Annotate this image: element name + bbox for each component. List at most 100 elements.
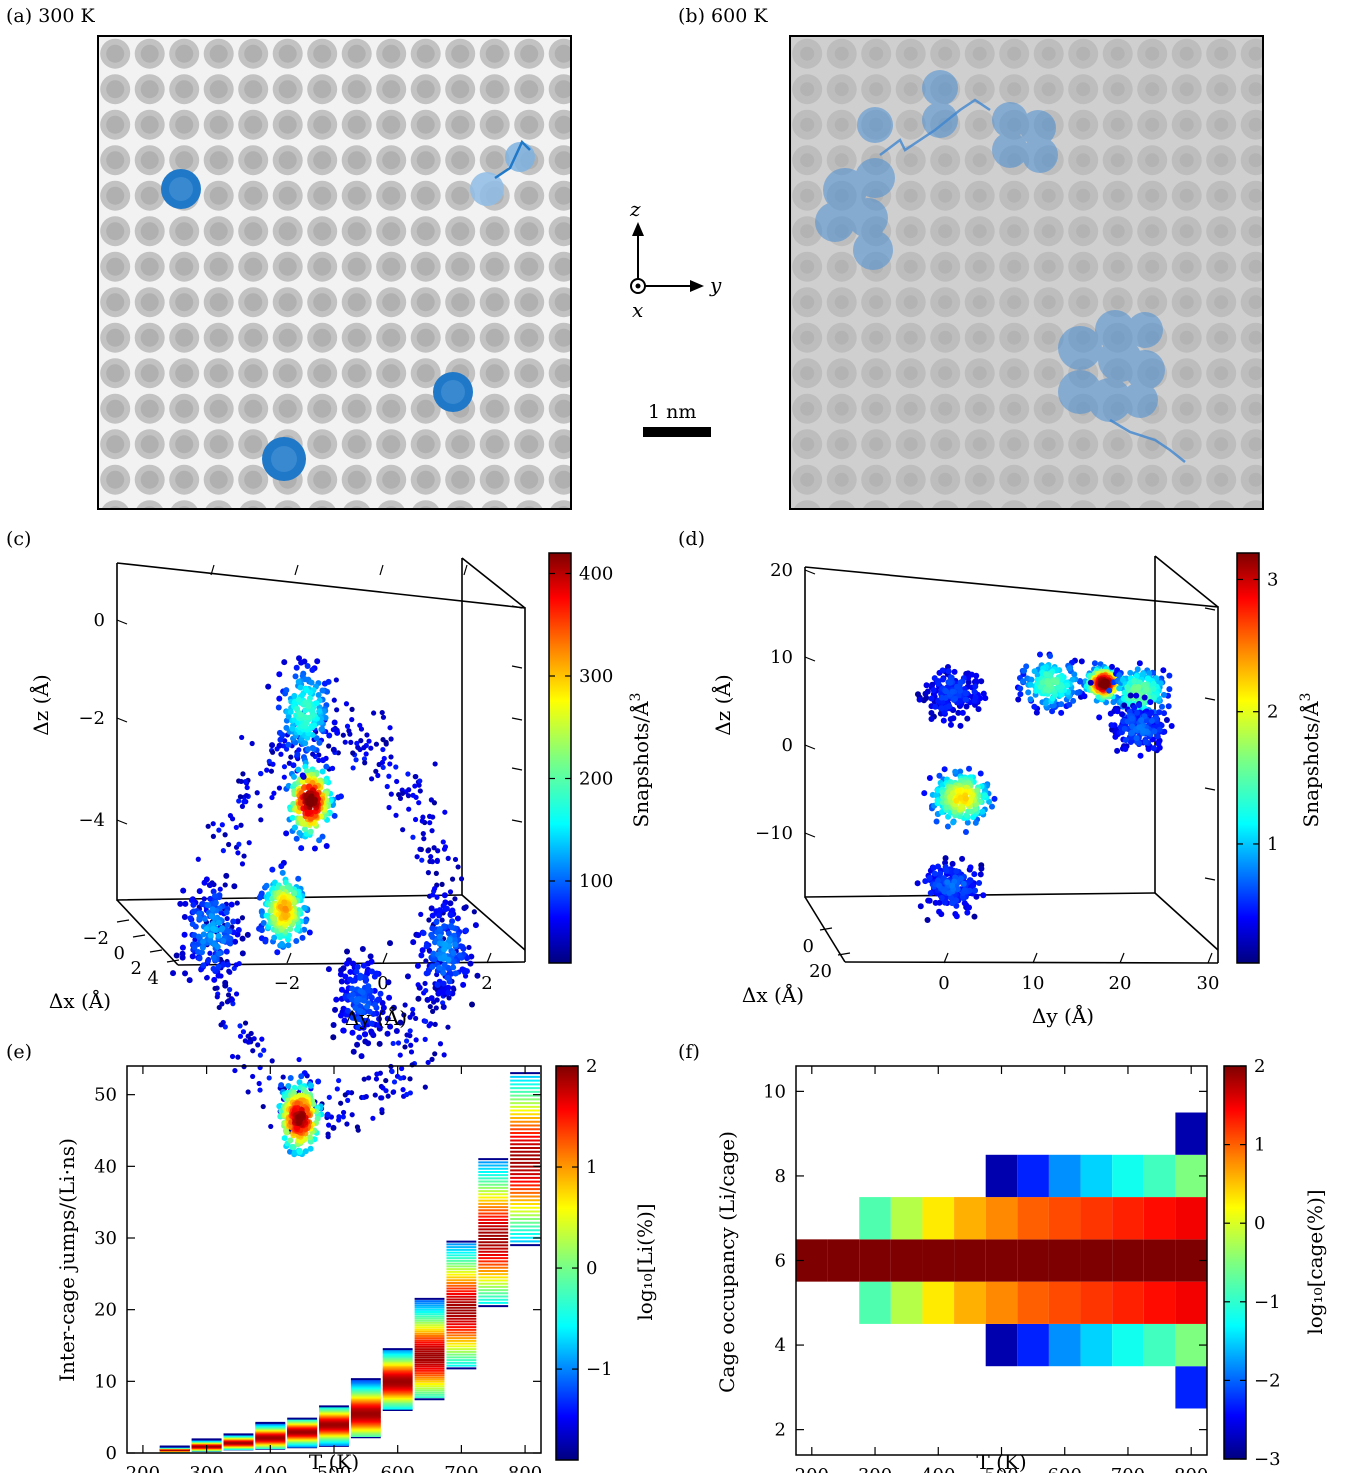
panel-c-point xyxy=(417,778,423,784)
panel-c-point xyxy=(461,969,468,976)
panel-d-point xyxy=(1116,685,1123,692)
panel-d-y-tick-label: 10 xyxy=(1022,973,1045,994)
panel-d-colorbar-tick-label: 2 xyxy=(1267,702,1278,723)
panel-c-point xyxy=(299,778,306,785)
panel-c-point xyxy=(205,823,211,829)
panel-c-point xyxy=(266,1075,272,1081)
panel-c-point xyxy=(304,777,311,784)
panel-d-point xyxy=(1148,717,1155,724)
panel-d-point xyxy=(1101,680,1108,687)
panel-c-point xyxy=(387,761,393,767)
panel-c-point xyxy=(447,889,454,895)
panel-c-point xyxy=(441,1052,447,1058)
panel-c-point xyxy=(295,678,302,685)
panel-c-point xyxy=(445,989,452,996)
panel-c-point xyxy=(445,855,451,861)
panel-c-point xyxy=(449,918,456,925)
panel-d-point xyxy=(934,787,941,794)
panel-d-point xyxy=(955,709,962,716)
panel-c-point xyxy=(212,899,219,906)
panel-d-point xyxy=(980,793,987,800)
panel-c-point xyxy=(384,783,390,790)
panel-d-point xyxy=(1135,684,1142,691)
panel-f-cell xyxy=(1112,1239,1144,1282)
panel-c-point xyxy=(207,932,214,939)
panel-c-point xyxy=(216,950,223,957)
panel-f-x-tick-label: 200 xyxy=(795,1465,829,1473)
panel-c-point xyxy=(429,912,436,919)
panel-c-point xyxy=(200,931,207,938)
panel-c-point xyxy=(222,979,229,986)
panel-f-y-tick-label: 4 xyxy=(775,1335,786,1356)
panel-c-point xyxy=(302,1148,309,1155)
panel-label-a: (a) 300 K xyxy=(6,5,95,27)
panel-c-point xyxy=(383,739,389,745)
panel-c-point xyxy=(242,779,248,785)
panel-c-point xyxy=(356,1007,363,1014)
panel-c-point xyxy=(319,687,326,694)
panel-d-point xyxy=(953,797,960,804)
panel-c-point xyxy=(387,940,394,947)
panel-c-point xyxy=(179,950,186,957)
panel-c-point xyxy=(348,739,354,745)
panel-d-point xyxy=(1108,663,1115,670)
panel-c-point xyxy=(276,742,283,749)
panel-c-point xyxy=(315,1078,322,1085)
panel-c-point xyxy=(218,1022,224,1028)
panel-c-point xyxy=(361,745,367,751)
panel-c-point xyxy=(436,925,443,932)
panel-d-point xyxy=(1114,747,1121,754)
panel-c-point xyxy=(316,708,323,715)
panel-c-point xyxy=(433,870,439,876)
panel-c-x-tick-label: 0 xyxy=(114,943,125,964)
panel-d-z-tick-label: 10 xyxy=(770,647,793,668)
panel-f-cell xyxy=(922,1197,955,1240)
panel-c-point xyxy=(189,921,196,928)
panel-c-point xyxy=(397,795,404,801)
panel-d-point xyxy=(1050,677,1057,684)
panel-c-z-tick-label: −4 xyxy=(78,810,105,831)
panel-c-point xyxy=(433,919,440,926)
panel-c-point xyxy=(364,732,370,738)
panel-f-row xyxy=(859,1281,1207,1324)
panel-c-point xyxy=(186,977,193,984)
panel-c-point xyxy=(245,1089,251,1095)
panel-c-point xyxy=(227,987,233,993)
panel-f-cell xyxy=(1017,1323,1049,1367)
panel-d-point xyxy=(962,696,969,703)
panel-f-row xyxy=(1175,1112,1207,1155)
panel-c-point xyxy=(393,1027,400,1034)
panel-e-column xyxy=(510,1072,540,1247)
panel-f-colorbar-tick-label: 2 xyxy=(1254,1056,1265,1077)
panel-d-point xyxy=(1021,667,1028,674)
panel-c-point xyxy=(360,1024,367,1031)
panel-c-point xyxy=(403,1038,410,1044)
panel-c-point xyxy=(434,981,441,988)
panel-c-point xyxy=(215,919,222,926)
panel-c-y-tick-label: 2 xyxy=(481,973,492,994)
panel-d-point xyxy=(938,809,945,816)
panel-f-cell xyxy=(859,1197,891,1240)
panel-f-cell xyxy=(922,1239,955,1282)
panel-f-heatmap: 200300400500600700800246810T (K)Cage occ… xyxy=(715,1056,1327,1473)
panel-c-point xyxy=(210,954,217,961)
panel-c-point xyxy=(416,984,423,991)
axis-y-label: y xyxy=(709,273,722,297)
panel-c-point xyxy=(298,692,305,699)
panel-d-point xyxy=(977,871,984,878)
panel-c-point xyxy=(423,943,430,950)
panel-e-y-tick-label: 40 xyxy=(94,1156,117,1177)
panel-c-point xyxy=(381,755,387,762)
panel-d-point xyxy=(1165,703,1172,710)
panel-c-point xyxy=(270,749,276,755)
panel-c-point xyxy=(349,991,356,998)
panel-c-point xyxy=(234,918,241,925)
panel-c-colorbar-label: Snapshots/Å3 xyxy=(628,693,653,828)
panel-c-point xyxy=(373,741,380,747)
panel-c-point xyxy=(276,695,283,702)
panel-d-xlabel: Δx (Å) xyxy=(742,982,804,1007)
panel-c-point xyxy=(349,1014,356,1021)
panel-c-point xyxy=(229,997,235,1003)
panel-d-point xyxy=(1160,691,1167,698)
panel-d-point xyxy=(1037,684,1044,691)
